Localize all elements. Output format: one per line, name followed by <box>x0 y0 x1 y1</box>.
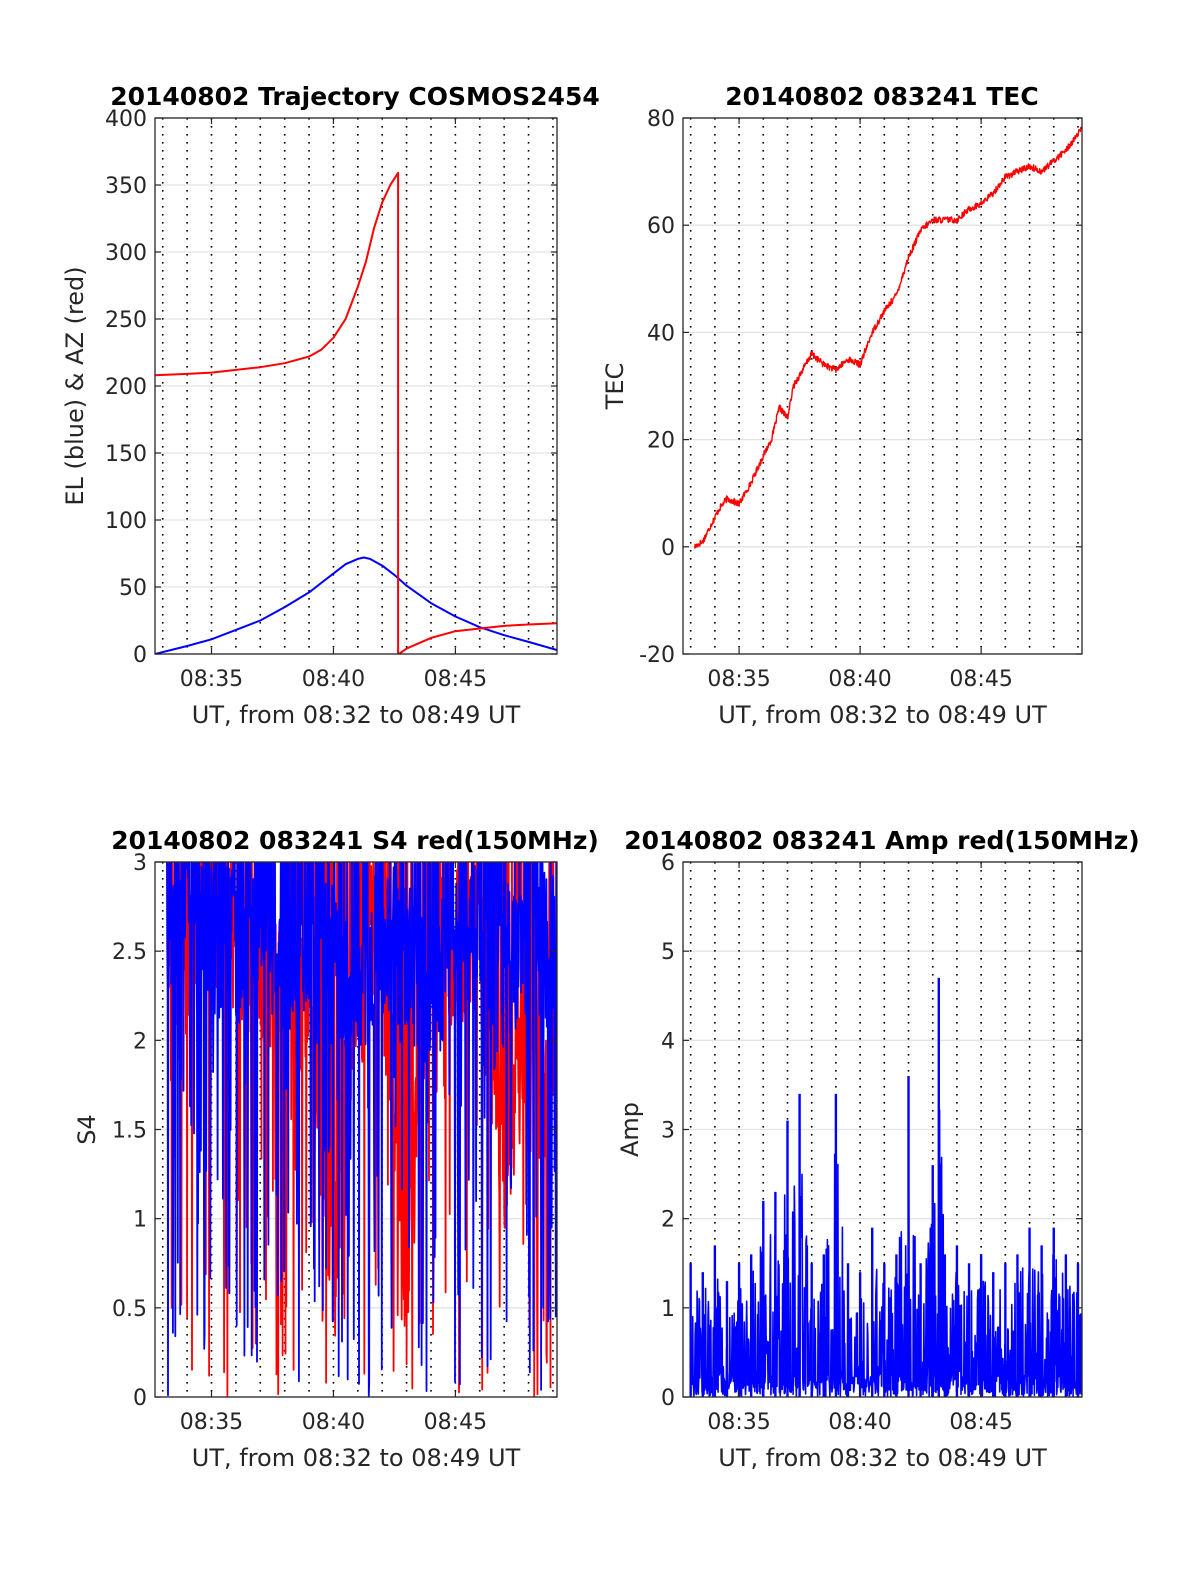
y-tick-label: 0 <box>661 536 675 561</box>
x-tick-label: 08:45 <box>424 1410 487 1435</box>
y-tick-label: 400 <box>105 107 147 132</box>
y-tick-label: 3 <box>133 851 147 876</box>
y-tick-label: 200 <box>105 375 147 400</box>
y-tick-label: 1 <box>661 1297 675 1322</box>
y-tick-label: 0.5 <box>112 1297 147 1322</box>
chart-title: 20140802 083241 S4 red(150MHz) <box>111 826 599 855</box>
x-tick-label: 08:40 <box>828 667 891 692</box>
y-tick-label: 50 <box>119 576 147 601</box>
x-tick-label: 08:45 <box>949 667 1012 692</box>
y-tick-label: 300 <box>105 241 147 266</box>
y-axis-label: Amp <box>616 1102 644 1157</box>
x-tick-label: 08:40 <box>828 1410 891 1435</box>
y-tick-label: 0 <box>133 1386 147 1411</box>
x-tick-label: 08:35 <box>707 667 770 692</box>
y-tick-label: 5 <box>661 940 675 965</box>
chart-panel-4: 0 1 2 3 4 5 6 08:35 08:40 08:45 20140802 083241 Am… <box>616 826 1140 1472</box>
y-tick-label: 350 <box>105 174 147 199</box>
x-tick-label: 08:40 <box>302 1410 365 1435</box>
x-tick-label: 08:35 <box>180 1410 243 1435</box>
y-tick-label: 3 <box>661 1119 675 1144</box>
y-tick-label: 1.5 <box>112 1119 147 1144</box>
y-tick-label: 0 <box>133 643 147 668</box>
y-tick-label: 80 <box>647 107 675 132</box>
y-tick-label: -20 <box>639 643 675 668</box>
series-az <box>155 171 557 654</box>
series-s4-blue <box>166 862 557 1397</box>
x-tick-label: 08:35 <box>180 667 243 692</box>
y-tick-label: 20 <box>647 429 675 454</box>
x-tick-label: 08:40 <box>302 667 365 692</box>
x-axis-label: UT, from 08:32 to 08:49 UT <box>192 701 521 729</box>
y-tick-label: 1 <box>133 1208 147 1233</box>
x-tick-label: 08:45 <box>424 667 487 692</box>
y-axis-label: EL (blue) & AZ (red) <box>61 266 89 505</box>
chart-title: 20140802 Trajectory COSMOS2454 <box>110 82 600 111</box>
series-s4-red <box>166 862 557 1397</box>
y-axis-label: TEC <box>601 363 629 411</box>
y-tick-label: 60 <box>647 214 675 239</box>
chart-panel-1: 0 50 100 150 200 250 300 350 400 08:35 08:40 08:45 2… <box>61 82 600 729</box>
y-tick-label: 6 <box>661 851 675 876</box>
chart-panel-3: 0 0.5 1 1.5 2 2.5 3 08:35 08:40 08:45 20140802 083… <box>73 826 599 1472</box>
y-tick-label: 2 <box>133 1029 147 1054</box>
y-tick-label: 100 <box>105 509 147 534</box>
y-tick-label: 150 <box>105 442 147 467</box>
y-axis-label: S4 <box>73 1114 101 1145</box>
y-tick-label: 2.5 <box>112 940 147 965</box>
x-axis-label: UT, from 08:32 to 08:49 UT <box>192 1444 521 1472</box>
y-tick-label: 250 <box>105 308 147 333</box>
y-tick-label: 40 <box>647 321 675 346</box>
x-axis-label: UT, from 08:32 to 08:49 UT <box>718 1444 1047 1472</box>
x-tick-label: 08:45 <box>949 1410 1012 1435</box>
chart-title: 20140802 083241 TEC <box>725 82 1038 111</box>
y-tick-label: 2 <box>661 1208 675 1233</box>
chart-title: 20140802 083241 Amp red(150MHz) <box>624 826 1140 855</box>
series-tec <box>694 126 1082 549</box>
y-tick-label: 0 <box>661 1386 675 1411</box>
x-axis-label: UT, from 08:32 to 08:49 UT <box>718 701 1047 729</box>
chart-panel-2: -20 0 20 40 60 80 08:35 08:40 08:45 20140802 0832… <box>601 82 1083 729</box>
series-el <box>155 556 557 654</box>
axes-frame <box>682 117 1083 655</box>
x-tick-label: 08:35 <box>707 1410 770 1435</box>
y-tick-label: 4 <box>661 1029 675 1054</box>
